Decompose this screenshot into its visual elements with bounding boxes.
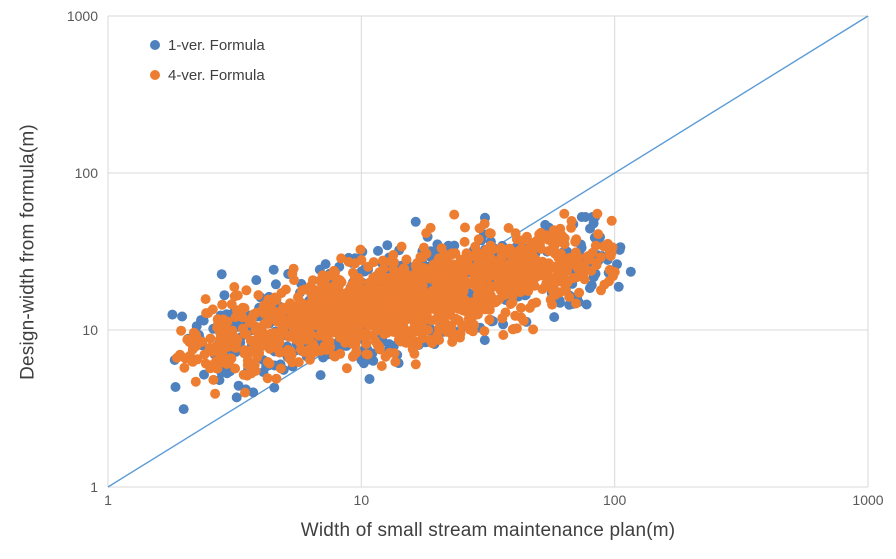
x-tick-label: 10	[353, 492, 370, 508]
series-points	[171, 208, 620, 399]
legend: 1-ver. Formula 4-ver. Formula	[150, 34, 265, 94]
legend-item-1ver: 1-ver. Formula	[150, 34, 265, 56]
x-tick-label: 100	[602, 492, 627, 508]
y-tick-label: 10	[82, 322, 98, 338]
x-tick-label: 1000	[852, 492, 884, 508]
y-tick-label: 1000	[66, 8, 98, 24]
legend-label-4ver: 4-ver. Formula	[168, 66, 265, 84]
x-axis-title: Width of small stream maintenance plan(m…	[300, 520, 676, 541]
legend-marker-1ver-icon	[150, 40, 160, 50]
y-axis-title: Design-width from formula(m)	[17, 124, 39, 380]
legend-item-4ver: 4-ver. Formula	[150, 64, 265, 86]
y-tick-label: 1	[90, 479, 98, 495]
legend-marker-4ver-icon	[150, 70, 160, 80]
x-tick-label: 1	[104, 492, 112, 508]
y-tick-label: 100	[74, 165, 98, 181]
legend-label-1ver: 1-ver. Formula	[168, 36, 265, 54]
